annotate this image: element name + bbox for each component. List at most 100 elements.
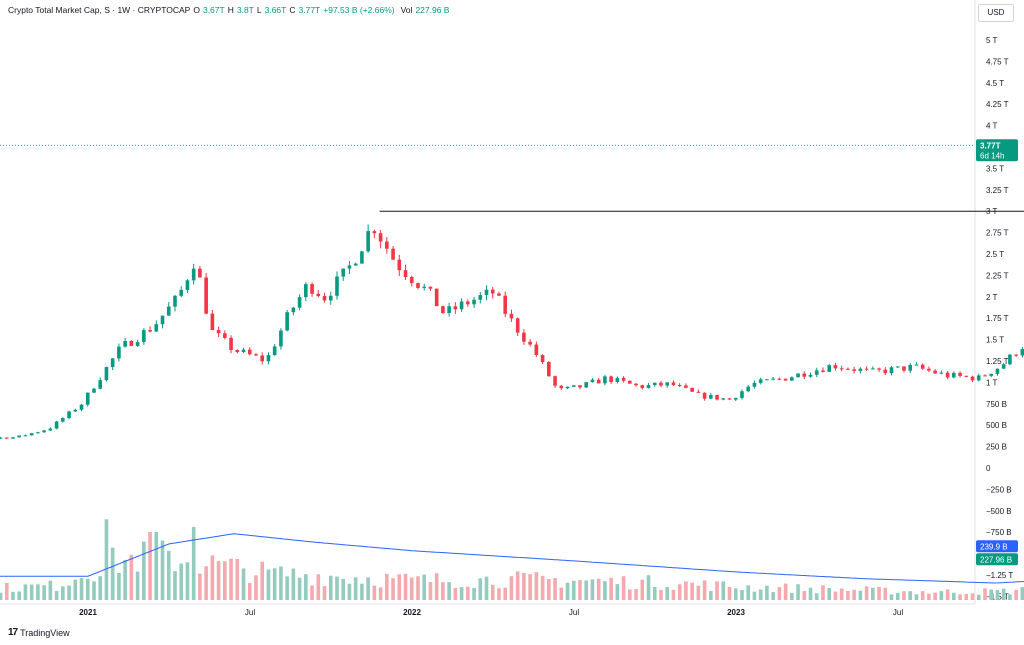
candle-body: [534, 344, 539, 356]
volume-bar: [247, 583, 252, 600]
price-tick-label: −750 B: [986, 528, 1012, 537]
candle-body: [578, 385, 582, 388]
volume-bar: [422, 574, 427, 600]
volume-bar: [684, 581, 688, 600]
candle-body: [833, 365, 838, 369]
volume-bar: [565, 582, 570, 600]
candle-body: [864, 368, 869, 370]
volume-bar: [459, 587, 464, 600]
volume-bar: [391, 578, 395, 600]
volume-bar: [553, 578, 557, 600]
candle-body: [291, 307, 296, 313]
candle-body: [459, 301, 464, 310]
tradingview-logo-icon: 17: [8, 627, 18, 638]
candle-body: [366, 231, 370, 252]
volume-bar: [310, 585, 314, 600]
candle-body: [553, 376, 557, 386]
candle-body: [403, 270, 408, 278]
currency-button[interactable]: USD: [978, 4, 1014, 22]
volume-bar: [123, 559, 127, 600]
volume-bar: [802, 591, 807, 600]
candle-body: [447, 306, 451, 314]
volume-bar: [989, 589, 994, 600]
symbol-title[interactable]: Crypto Total Market Cap, S · 1W · CRYPTO…: [8, 5, 191, 15]
volume-bar: [36, 584, 40, 600]
candle-body: [914, 364, 919, 366]
volume-bar: [677, 584, 682, 600]
price-tick-label: −1.25 T: [986, 571, 1013, 580]
volume-bar: [920, 591, 925, 600]
candle-body: [964, 375, 969, 377]
volume-bar: [995, 590, 1000, 600]
candle-body: [54, 421, 59, 429]
time-tick-label: Jul: [569, 608, 579, 617]
candle-body: [316, 293, 321, 297]
candle-body: [98, 380, 103, 389]
volume-bar: [821, 585, 825, 600]
volume-bar: [179, 563, 184, 600]
volume-bar: [621, 576, 626, 600]
candle-body: [304, 284, 308, 298]
candle-body: [939, 372, 944, 374]
volume-bar: [858, 590, 863, 600]
volume-bar: [490, 584, 495, 600]
volume-bar: [908, 591, 913, 600]
candle-body: [702, 392, 707, 399]
volume-bar: [328, 575, 333, 600]
price-tick-label: 2.75 T: [986, 229, 1009, 238]
candle-body: [846, 368, 850, 370]
volume-bar: [952, 592, 956, 600]
candle-body: [372, 231, 377, 234]
volume-bar: [48, 580, 53, 600]
price-tick-label: 4 T: [986, 122, 998, 131]
volume-bar: [790, 593, 794, 600]
high-label: H: [227, 5, 234, 15]
volume-bar: [85, 578, 90, 600]
volume-bar: [266, 569, 271, 600]
candle-body: [216, 330, 221, 334]
candle-body: [609, 376, 613, 383]
candle-body: [254, 354, 258, 356]
price-tick-label: −250 B: [986, 485, 1012, 494]
time-tick-label: Jul: [245, 608, 255, 617]
volume-bar: [1001, 588, 1006, 600]
volume-bar: [1008, 594, 1012, 600]
volume-bar: [160, 540, 165, 600]
chart-header: Crypto Total Market Cap, S · 1W · CRYPTO…: [8, 5, 449, 15]
candle-body: [877, 368, 881, 370]
candle-body: [341, 268, 346, 277]
candle-body: [0, 437, 3, 439]
volume-bar: [528, 574, 532, 600]
volume-bar: [166, 550, 171, 600]
price-tick-label: 500 B: [986, 421, 1007, 430]
time-tick-label: 2021: [79, 608, 97, 617]
price-badge-countdown: 6d 14h: [980, 151, 1004, 160]
volume-bar: [484, 576, 489, 600]
candle-body: [185, 280, 190, 290]
volume-bar: [135, 571, 140, 600]
candle-body: [92, 388, 96, 393]
volume-bar: [73, 579, 78, 600]
volume-bar: [291, 568, 296, 600]
volume-bar: [341, 578, 346, 600]
price-tick-label: 250 B: [986, 443, 1007, 452]
candle-body: [933, 370, 937, 374]
volume-bar: [877, 586, 881, 600]
volume-bar: [229, 558, 233, 600]
volume-bar: [902, 591, 906, 600]
candle-body: [802, 373, 807, 377]
candle-body: [67, 411, 71, 419]
low-label: L: [256, 5, 262, 15]
candle-body: [135, 342, 140, 346]
tradingview-brand[interactable]: 17 TradingView: [8, 627, 70, 638]
volume-bar: [142, 541, 146, 600]
volume-bar: [453, 588, 458, 600]
candle-body: [696, 391, 701, 393]
volume-bar: [117, 573, 121, 600]
candle-body: [4, 437, 9, 439]
volume-bar: [260, 561, 265, 600]
volume-ma-badge-value: 239.9 B: [980, 542, 1008, 551]
candle-body: [484, 289, 489, 296]
volume-bar: [198, 573, 202, 600]
